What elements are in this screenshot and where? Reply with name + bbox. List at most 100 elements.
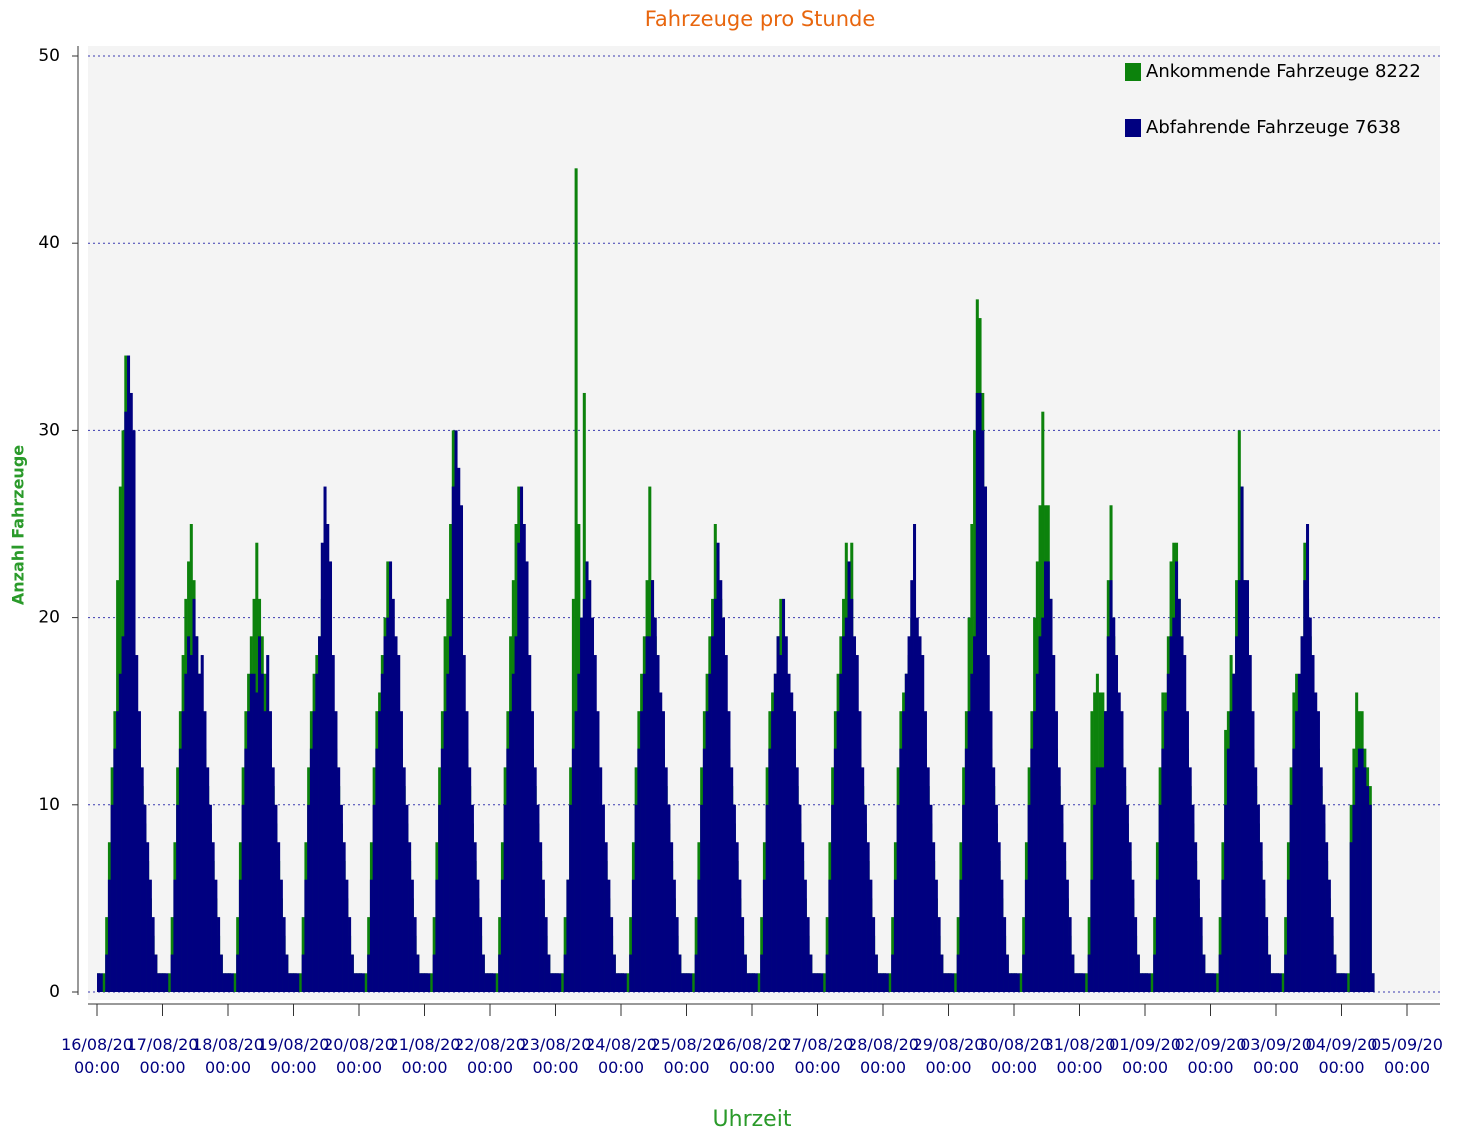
bar <box>200 655 204 992</box>
bar <box>173 879 177 992</box>
bar <box>866 842 870 992</box>
bar <box>973 636 977 992</box>
bar <box>858 711 862 992</box>
y-tick-label: 0 <box>49 982 60 1002</box>
bar <box>986 655 990 992</box>
x-tick-label: 26/08/20 00:00 <box>716 1035 788 1077</box>
bar <box>1273 973 1277 992</box>
bar <box>176 804 180 992</box>
bar <box>135 655 139 992</box>
bar <box>386 617 390 992</box>
bar <box>847 561 851 992</box>
bar <box>1131 879 1135 992</box>
bar <box>331 655 335 992</box>
bar <box>102 973 106 992</box>
bar <box>435 879 439 992</box>
bar <box>342 842 346 992</box>
x-tick-label: 27/08/20 00:00 <box>782 1035 854 1077</box>
bar <box>787 673 791 992</box>
bar <box>1035 673 1039 992</box>
bar <box>653 617 657 992</box>
bar <box>1139 973 1143 992</box>
bar <box>700 804 704 992</box>
bar <box>727 711 731 992</box>
bar <box>1104 711 1108 992</box>
bar <box>956 954 960 992</box>
bar <box>918 636 922 992</box>
bar <box>1237 580 1241 992</box>
bar <box>964 748 968 992</box>
bar <box>926 767 930 992</box>
bar <box>577 673 581 992</box>
bar <box>872 917 876 992</box>
bar <box>219 954 223 992</box>
bar <box>184 673 188 992</box>
bar <box>266 655 270 992</box>
bar <box>1243 580 1247 992</box>
bar <box>110 804 114 992</box>
bar <box>1052 655 1056 992</box>
bar <box>380 673 384 992</box>
bar <box>132 430 136 992</box>
bar <box>1371 973 1375 992</box>
bar <box>1267 954 1271 992</box>
bar <box>820 973 824 992</box>
bar <box>1259 842 1263 992</box>
bar <box>910 580 914 992</box>
x-tick-label: 03/09/20 00:00 <box>1240 1035 1312 1077</box>
bar <box>929 804 933 992</box>
bar <box>282 917 286 992</box>
bar <box>432 954 436 992</box>
bar <box>413 917 417 992</box>
bar <box>378 711 382 992</box>
bar <box>473 842 477 992</box>
bar <box>596 711 600 992</box>
bar <box>1188 767 1192 992</box>
bar <box>285 954 289 992</box>
bar <box>429 973 433 992</box>
bar <box>446 673 450 992</box>
bar <box>831 804 835 992</box>
bar <box>981 430 985 992</box>
bar <box>1262 879 1266 992</box>
bar <box>1278 973 1282 992</box>
bar <box>470 804 474 992</box>
bar <box>1090 879 1094 992</box>
bar <box>915 617 919 992</box>
bar <box>1251 711 1255 992</box>
bar <box>743 954 747 992</box>
bar <box>214 879 218 992</box>
bar <box>1136 954 1140 992</box>
bar <box>686 973 690 992</box>
bar <box>563 954 567 992</box>
bar <box>238 879 242 992</box>
bar <box>691 973 695 992</box>
bar <box>383 636 387 992</box>
bar <box>962 804 966 992</box>
bar <box>1057 767 1061 992</box>
bar <box>1120 711 1124 992</box>
bar <box>389 561 393 992</box>
bar <box>953 973 957 992</box>
bar <box>225 973 229 992</box>
bar <box>533 767 537 992</box>
bar <box>1205 973 1209 992</box>
bar <box>1270 973 1274 992</box>
bar <box>817 973 821 992</box>
bar <box>399 711 403 992</box>
bar <box>1101 767 1105 992</box>
bar <box>1161 748 1165 992</box>
bar <box>1224 804 1228 992</box>
bar <box>288 973 292 992</box>
bar <box>1033 711 1037 992</box>
y-tick-label: 10 <box>38 795 60 815</box>
bar <box>375 748 379 992</box>
bar <box>1308 617 1312 992</box>
bar <box>479 917 483 992</box>
bar <box>1079 973 1083 992</box>
bar <box>328 561 333 992</box>
bar <box>765 804 769 992</box>
bar <box>1357 748 1361 992</box>
bar <box>1142 973 1146 992</box>
bar <box>776 636 780 992</box>
